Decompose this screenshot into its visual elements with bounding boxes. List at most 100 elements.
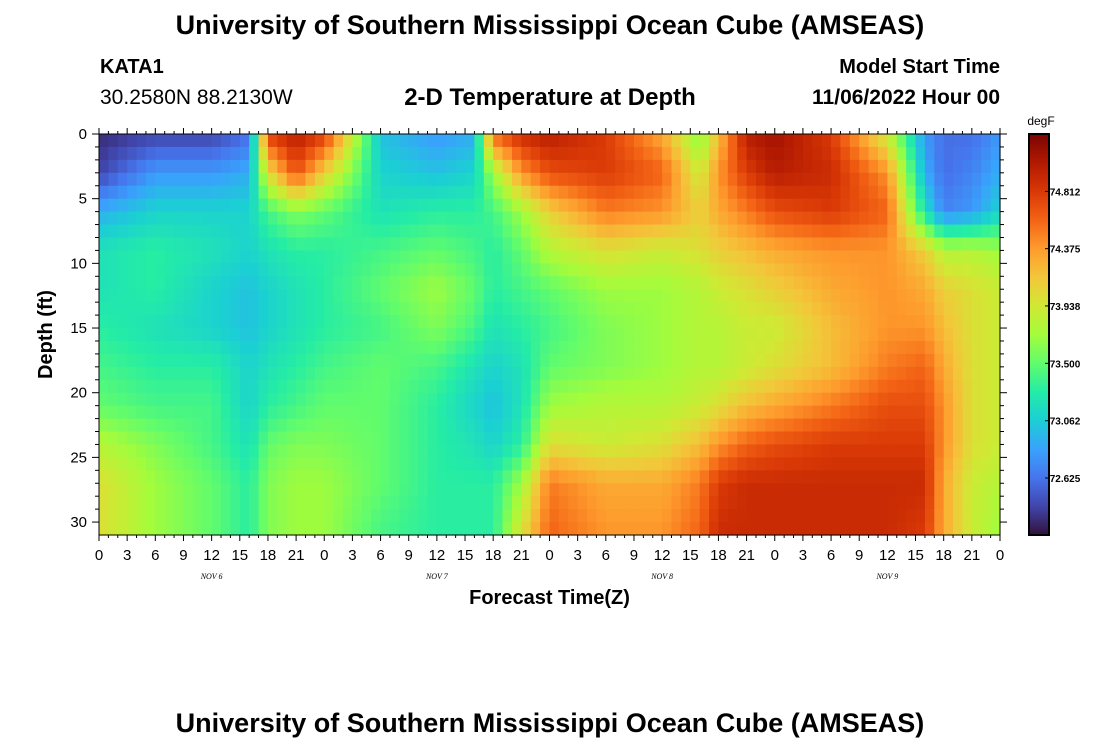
heatmap-cell: [680, 457, 691, 471]
heatmap-cell: [352, 431, 363, 446]
heatmap-cell: [483, 250, 494, 264]
heatmap-cell: [709, 496, 720, 510]
heatmap-cell: [671, 509, 682, 523]
heatmap-cell: [192, 159, 203, 174]
heatmap-cell: [615, 146, 626, 161]
heatmap-cell: [755, 159, 766, 174]
heatmap-cell: [211, 276, 222, 290]
heatmap-cell: [296, 159, 307, 174]
heatmap-cell: [793, 263, 804, 277]
heatmap-cell: [831, 134, 842, 148]
heatmap-cell: [399, 263, 410, 277]
heatmap-cell: [981, 470, 992, 484]
heatmap-cell: [587, 483, 598, 497]
heatmap-cell: [605, 379, 616, 394]
heatmap-cell: [145, 198, 156, 213]
heatmap-cell: [690, 522, 701, 536]
heatmap-cell: [202, 392, 213, 407]
heatmap-cell: [793, 405, 804, 420]
heatmap-cell: [211, 237, 222, 252]
heatmap-cell: [211, 340, 222, 355]
heatmap-cell: [690, 263, 701, 277]
heatmap-cell: [737, 315, 748, 329]
heatmap-cell: [802, 315, 813, 329]
heatmap-cell: [164, 134, 175, 148]
heatmap-cell: [849, 289, 860, 303]
heatmap-cell: [812, 366, 823, 381]
heatmap-cell: [699, 483, 710, 497]
heatmap-cell: [371, 340, 382, 355]
heatmap-cell: [558, 146, 569, 161]
heatmap-cell: [877, 457, 888, 471]
heatmap-cell: [859, 340, 870, 355]
heatmap-cell: [831, 496, 842, 510]
heatmap-cell: [802, 431, 813, 446]
heatmap-cell: [633, 418, 644, 433]
heatmap-cell: [465, 237, 476, 252]
heatmap-cell: [981, 289, 992, 303]
heatmap-cell: [352, 276, 363, 290]
heatmap-cell: [774, 185, 785, 200]
heatmap-cell: [596, 392, 607, 407]
heatmap-cell: [436, 185, 447, 200]
heatmap-cell: [324, 159, 335, 174]
heatmap-cell: [877, 328, 888, 342]
heatmap-cell: [849, 224, 860, 239]
heatmap-cell: [427, 276, 438, 290]
heatmap-cell: [906, 302, 917, 316]
heatmap-cell: [727, 237, 738, 252]
heatmap-cell: [267, 405, 278, 420]
heatmap-cell: [896, 315, 907, 329]
heatmap-cell: [774, 509, 785, 523]
heatmap-cell: [511, 289, 522, 303]
heatmap-cell: [117, 405, 128, 420]
heatmap-cell: [192, 418, 203, 433]
heatmap-cell: [662, 379, 673, 394]
heatmap-cell: [389, 483, 400, 497]
heatmap-cell: [727, 159, 738, 174]
x-axis: 0 3 6 9 12 15 18 21 0 3 6 9 12 15 18 21 0 3 6 9 12 15 18 21 0 3 6 9…: [95, 128, 1004, 581]
heatmap-cell: [446, 470, 457, 484]
heatmap-cell: [127, 146, 138, 161]
heatmap-cell: [662, 250, 673, 264]
heatmap-cell: [436, 431, 447, 446]
heatmap-cell: [371, 496, 382, 510]
heatmap-cell: [812, 211, 823, 226]
heatmap-cell: [643, 211, 654, 226]
heatmap-cell: [577, 340, 588, 355]
heatmap-cell: [202, 483, 213, 497]
heatmap-cell: [530, 172, 541, 187]
heatmap-cell: [211, 418, 222, 433]
heatmap-cell: [934, 470, 945, 484]
heatmap-cell: [718, 185, 729, 200]
heatmap-cell: [849, 353, 860, 368]
heatmap-cell: [465, 509, 476, 523]
heatmap-cell: [680, 418, 691, 433]
heatmap-cell: [521, 237, 532, 252]
heatmap-cell: [840, 366, 851, 381]
heatmap-cell: [953, 134, 964, 148]
heatmap-cell: [127, 379, 138, 394]
heatmap-cell: [286, 172, 297, 187]
colorbar-rect: [1028, 133, 1050, 536]
heatmap-cell: [765, 198, 776, 213]
heatmap-cell: [145, 276, 156, 290]
heatmap-cell: [709, 431, 720, 446]
heatmap-cell: [474, 522, 485, 536]
heatmap-cell: [192, 211, 203, 226]
heatmap-cell: [690, 315, 701, 329]
heatmap-cell: [633, 315, 644, 329]
heatmap-cell: [540, 470, 551, 484]
heatmap-cell: [671, 198, 682, 213]
heatmap-cell: [633, 405, 644, 420]
heatmap-cell: [239, 366, 250, 381]
heatmap-cell: [981, 198, 992, 213]
heatmap-cell: [183, 379, 194, 394]
colorbar-tick-label: 74.375: [1050, 245, 1081, 256]
heatmap-cell: [587, 146, 598, 161]
heatmap-cell: [99, 522, 109, 536]
heatmap-cell: [211, 211, 222, 226]
heatmap-cell: [296, 198, 307, 213]
heatmap-cell: [202, 353, 213, 368]
